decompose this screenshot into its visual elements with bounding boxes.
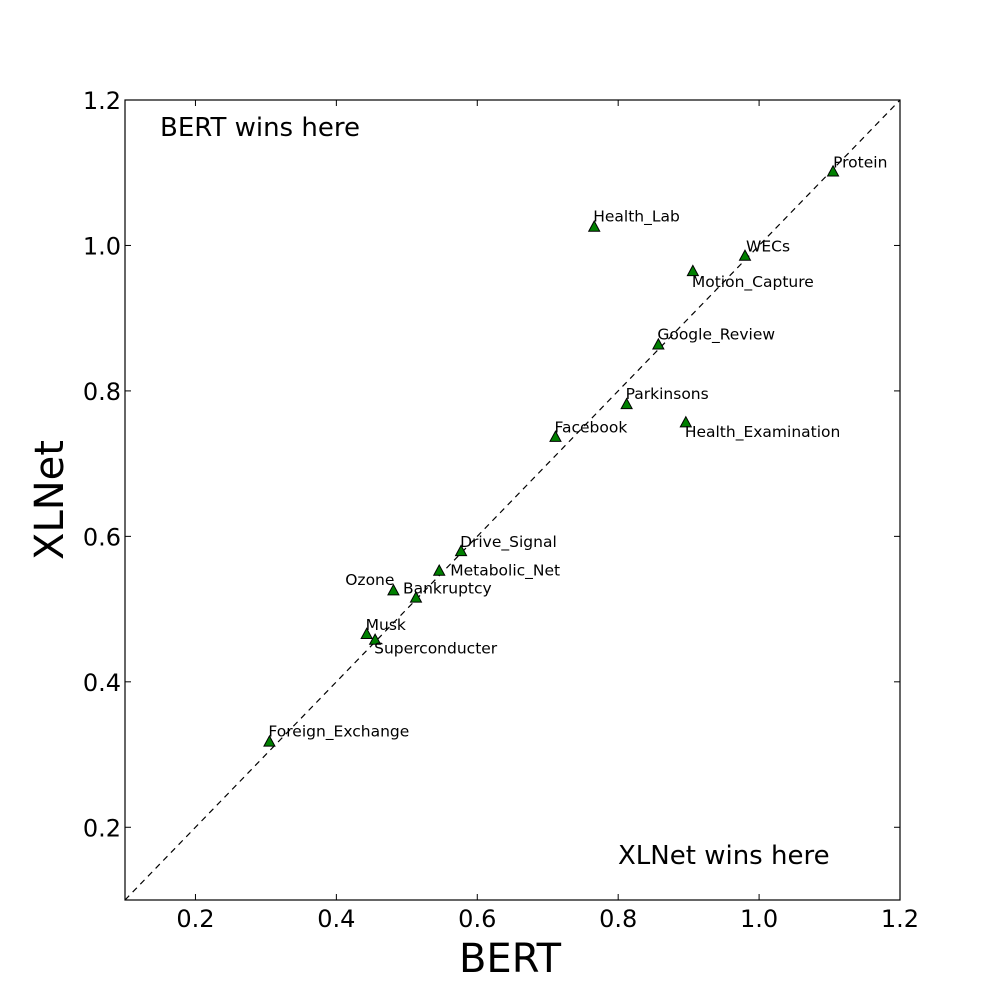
x-tick-label: 1.2 (881, 905, 919, 933)
data-point-label: Drive_Signal (460, 533, 557, 552)
y-tick-label: 0.8 (83, 378, 121, 406)
data-point-label: Health_Examination (685, 423, 841, 442)
data-point-label: Musk (366, 616, 406, 634)
x-tick-label: 0.4 (317, 905, 355, 933)
data-point-marker (360, 627, 373, 639)
y-tick-label: 0.2 (83, 814, 121, 842)
data-point-marker (620, 397, 633, 410)
annotation-bert-wins: BERT wins here (160, 113, 360, 143)
data-point-label: Metabolic_Net (450, 562, 560, 581)
y-tick-label: 0.4 (83, 669, 121, 697)
plot-frame (124, 99, 901, 901)
data-point-label: Foreign_Exchange (268, 722, 409, 741)
data-point-label: Facebook (554, 419, 627, 437)
x-axis-title: BERT (459, 936, 562, 982)
x-tick-label: 0.2 (176, 905, 214, 933)
data-point-label: WECs (746, 238, 790, 256)
plot-area: 0.2 0.4 0.6 0.8 1.0 1.2 0.2 0.4 0.6 0.8 1.0 1.2 Prot… (83, 87, 919, 933)
data-point-marker (587, 219, 601, 232)
data-point-label: Google_Review (657, 325, 775, 344)
data-point-marker (652, 337, 665, 350)
data-point-marker (549, 430, 562, 442)
x-tick-label: 1.0 (740, 905, 778, 933)
data-point-label: Bankruptcy (403, 579, 492, 597)
data-point-marker (679, 415, 693, 428)
data-point-marker (409, 590, 423, 603)
data-point-marker (387, 583, 400, 596)
data-point-marker (432, 563, 446, 576)
data-point-label: Health_Lab (593, 208, 680, 227)
reference-line-diagonal (124, 99, 901, 901)
data-point-label: Ozone (345, 571, 394, 589)
data-point-label: Motion_Capture (692, 273, 814, 292)
y-tick-label: 0.6 (83, 523, 121, 551)
data-point-marker (454, 544, 468, 557)
data-point-marker (263, 734, 276, 747)
data-point-label: Parkinsons (626, 385, 709, 403)
annotation-xlnet-wins: XLNet wins here (618, 841, 830, 871)
y-tick-label: 1.0 (83, 232, 121, 260)
data-point-marker (738, 249, 752, 261)
data-point-marker (368, 633, 382, 645)
x-tick-label: 0.6 (458, 905, 496, 933)
data-point-marker (826, 164, 840, 177)
data-point-marker (686, 264, 700, 277)
y-axis-title: XLNet (27, 440, 73, 560)
x-tick-label: 0.8 (599, 905, 637, 933)
y-tick-label: 1.2 (83, 87, 121, 115)
data-point-label: Superconducter (374, 640, 498, 658)
data-point-label: Protein (833, 153, 887, 171)
